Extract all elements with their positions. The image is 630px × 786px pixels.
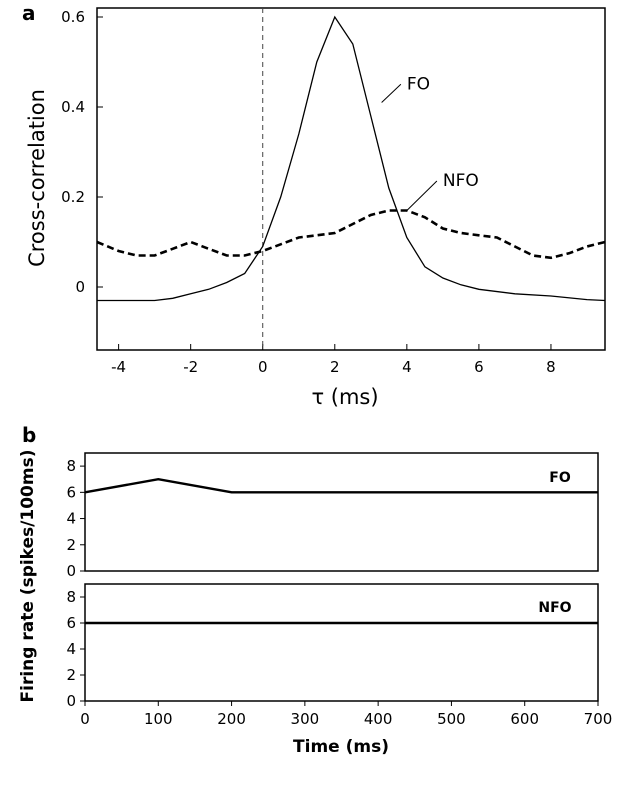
panel-b-y-axis-label: Firing rate (spikes/100ms) — [18, 450, 38, 703]
panel-b-y-tick-label: 2 — [66, 666, 76, 684]
panel-b-y-tick-label: 4 — [66, 640, 76, 658]
panel-b-y-tick-label: 0 — [66, 692, 76, 710]
panel-b-ticks: 0 2 4 6 8 0 2 4 6 8 0 100 200 300 400 500 600 700 — [66, 457, 612, 728]
panel-a-series-fo-label: FO — [407, 74, 430, 94]
panel-a-x-tick-label: 0 — [258, 358, 268, 376]
panel-b-y-tick-label: 8 — [66, 588, 76, 606]
panel-b-y-tick-label: 4 — [66, 510, 76, 528]
panel-a-x-tick-label: 6 — [474, 358, 484, 376]
panel-b-y-tick-label: 2 — [66, 536, 76, 554]
panel-b-series — [84, 477, 598, 625]
panel-a-y-tick-label: 0.2 — [61, 188, 85, 206]
panel-a-y-tick-label: 0.4 — [61, 98, 85, 116]
panel-b-x-axis-label: Time (ms) — [293, 737, 389, 757]
panel-a-x-ticks: -4 -2 0 2 4 6 8 — [111, 344, 556, 376]
panel-b-nfo-label: NFO — [538, 600, 571, 616]
panel-a-series-fo-leader — [381, 83, 402, 103]
panel-b-fo-plot-frame — [84, 452, 599, 572]
panel-a-y-axis-label: Cross-correlation — [25, 89, 49, 267]
panel-b-y-tick-label: 8 — [66, 457, 76, 475]
panel-b-x-tick-label: 400 — [364, 710, 393, 728]
panel-a-x-tick-label: -4 — [111, 358, 126, 376]
panel-b-x-tick-label: 200 — [217, 710, 246, 728]
panel-b-y-tick-label: 0 — [66, 562, 76, 580]
panel-b-fo-label: FO — [549, 470, 571, 486]
panel-b-y-tick-label: 6 — [66, 614, 76, 632]
panel-b-x-tick-label: 600 — [510, 710, 539, 728]
panel-b-x-tick-label: 700 — [584, 710, 613, 728]
panel-b-series-fo-line — [84, 477, 598, 494]
panel-a-series: FO NFO — [96, 8, 606, 350]
panel-b-x-tick-label: 300 — [291, 710, 320, 728]
panel-b-y-tick-label: 6 — [66, 483, 76, 501]
panel-b-letter: b — [22, 423, 36, 447]
panel-a-y-tick-label: 0.6 — [61, 8, 85, 26]
panel-b-x-tick-label: 100 — [144, 710, 173, 728]
panel-b-x-tick-label: 500 — [437, 710, 466, 728]
panel-a-x-tick-label: -2 — [183, 358, 198, 376]
panel-a-chart: -4 -2 0 2 4 6 8 0 0.2 0.4 0.6 FO NFO τ (ms) Cross-… — [25, 7, 606, 409]
panel-a-series-nfo-label: NFO — [443, 171, 479, 191]
panel-a-series-nfo-line — [96, 209, 606, 260]
panel-a-y-tick-label: 0 — [75, 278, 85, 296]
panel-a-y-ticks: 0 0.2 0.4 0.6 — [61, 8, 103, 296]
panel-a-letter: a — [22, 1, 36, 25]
panel-b-x-tick-label: 0 — [80, 710, 90, 728]
panel-a-series-nfo-leader — [406, 180, 438, 211]
panel-a-x-tick-label: 8 — [546, 358, 556, 376]
panel-a-x-tick-label: 4 — [402, 358, 412, 376]
panel-a-x-tick-label: 2 — [330, 358, 340, 376]
panel-b-nfo-plot-frame — [84, 583, 599, 702]
panel-a-series-fo-line — [97, 15, 606, 302]
panel-a-plot-frame — [96, 7, 606, 351]
panel-a-x-axis-label: τ (ms) — [311, 385, 378, 409]
